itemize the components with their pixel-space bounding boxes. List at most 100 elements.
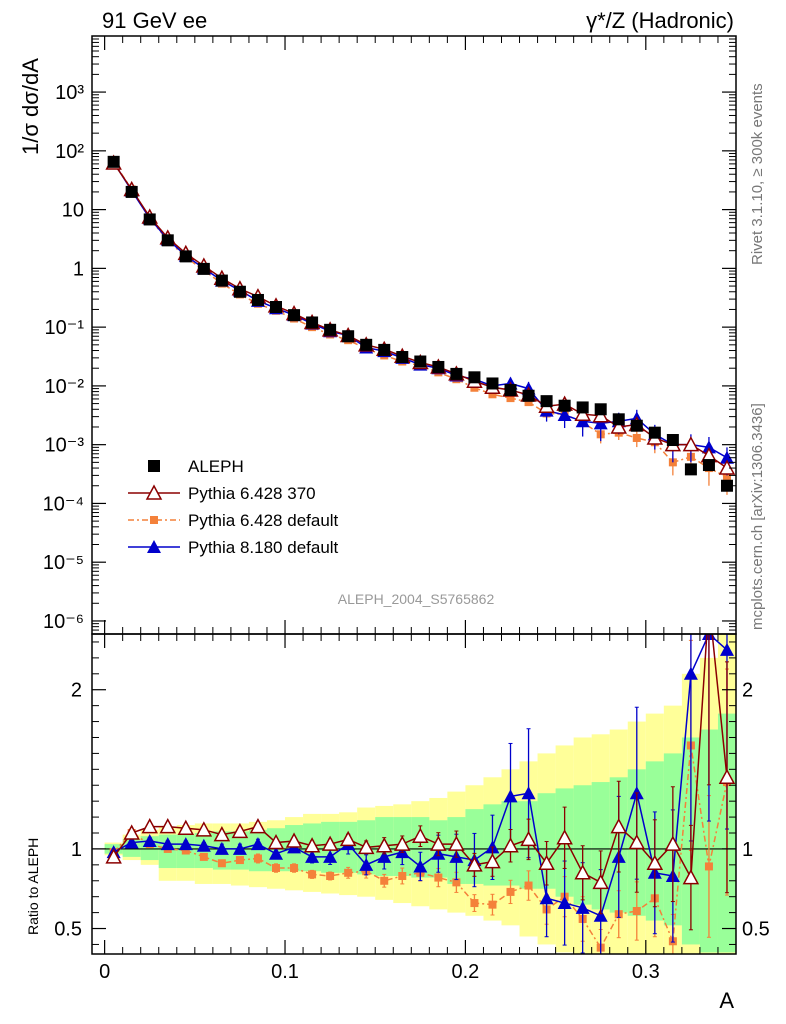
point-data xyxy=(504,384,517,397)
ratio-uncertainty-bands xyxy=(104,634,736,954)
ratio-point-p6_370 xyxy=(339,830,357,847)
x-tick-label: 0.1 xyxy=(271,961,299,983)
y-tick-label: 1 xyxy=(73,258,84,280)
point-data xyxy=(648,426,661,439)
ratio-point-p8_def xyxy=(359,857,374,871)
ratio-point-p6_370 xyxy=(502,837,519,853)
point-p6_370 xyxy=(610,418,628,434)
ratio-point-p6_370 xyxy=(592,873,609,890)
ratio-point-p6_370 xyxy=(430,835,447,851)
y-tick-label: 10⁻³ xyxy=(45,435,85,457)
point-data xyxy=(558,399,571,412)
ratio-point-p6_370 xyxy=(123,824,140,840)
point-data xyxy=(324,323,337,336)
ratio-point-p6_def xyxy=(398,871,407,880)
ratio-point-p6_370 xyxy=(466,856,483,872)
point-data xyxy=(378,343,391,356)
ratio-point-p6_def xyxy=(308,870,317,879)
y-tick-label: 10⁻¹ xyxy=(45,317,85,339)
ratio-point-p6_def xyxy=(199,852,208,861)
x-tick-label: 0.3 xyxy=(632,961,660,983)
band-green-bin xyxy=(248,829,267,872)
series-data xyxy=(107,155,733,492)
point-data xyxy=(197,262,210,275)
ratio-point-p6_def xyxy=(470,899,479,908)
ratio-point-p6_370 xyxy=(628,833,646,850)
series-line-p8_def xyxy=(113,161,728,459)
point-data xyxy=(594,403,607,416)
point-p6_def xyxy=(632,433,641,442)
ratio-point-p6_370 xyxy=(105,848,122,864)
legend-label-p6_def: Pythia 6.428 default xyxy=(188,511,339,530)
y-tick-label: 10⁻⁶ xyxy=(43,611,84,633)
point-data xyxy=(125,185,138,198)
ratio-point-p8_def xyxy=(250,837,265,851)
ratio-point-p6_370 xyxy=(484,853,501,869)
point-data xyxy=(107,155,120,168)
x-tick-label: 0.2 xyxy=(452,961,480,983)
ratio-ylabel: Ratio to ALEPH xyxy=(25,838,41,935)
ratio-point-p6_def xyxy=(272,864,280,873)
process-label: γ*/Z (Hadronic) xyxy=(586,8,734,33)
point-p8_def xyxy=(593,416,608,430)
legend-marker-data xyxy=(148,460,160,472)
ratio-y-tick-label: 1 xyxy=(71,839,82,861)
ratio-point-p6_370 xyxy=(610,818,628,834)
ratio-point-p6_def xyxy=(181,846,190,855)
point-p6_370 xyxy=(592,407,609,423)
legend-label-data: ALEPH xyxy=(188,457,244,476)
mcplots-label: mcplots.cern.ch [arXiv:1306.3436] xyxy=(749,403,766,630)
point-p8_def xyxy=(701,440,716,454)
point-data xyxy=(720,479,733,492)
ratio-y-tick-label-right: 2 xyxy=(742,680,753,702)
ratio-point-p6_def xyxy=(452,878,461,887)
point-p8_def xyxy=(719,450,734,464)
ratio-point-p6_def xyxy=(326,871,335,880)
point-data xyxy=(161,234,174,247)
point-data xyxy=(450,367,463,380)
ratio-point-p8_def xyxy=(521,786,536,800)
legend-label-p8_def: Pythia 8.180 default xyxy=(188,538,339,557)
point-data xyxy=(143,213,156,226)
legend-marker-p6_370 xyxy=(145,484,163,500)
ratio-point-p6_370 xyxy=(159,818,177,834)
ratio-point-p8_def xyxy=(503,789,518,803)
y-tick-label: 10⁻² xyxy=(45,376,85,398)
ratio-point-p6_370 xyxy=(357,838,375,855)
point-data xyxy=(414,355,427,368)
y-tick-label: 10⁻⁵ xyxy=(43,552,84,574)
point-p8_def xyxy=(557,407,572,421)
ratio-point-p6_370 xyxy=(702,595,716,608)
ratio-point-p8_def xyxy=(269,846,283,860)
ratio-point-p6_370 xyxy=(177,819,195,835)
ratio-point-p6_370 xyxy=(213,826,231,842)
ratio-point-p6_370 xyxy=(574,864,591,880)
ratio-point-p8_def xyxy=(413,859,428,873)
ratio-point-p6_def xyxy=(217,859,226,868)
point-data xyxy=(360,338,373,351)
ratio-point-p6_def xyxy=(704,862,713,871)
point-data xyxy=(233,285,246,298)
ratio-point-p6_370 xyxy=(556,829,573,845)
ratio-point-p8_def xyxy=(719,642,734,656)
ratio-point-p8_def xyxy=(214,841,229,855)
ratio-point-p6_370 xyxy=(285,832,303,848)
ratio-point-p6_370 xyxy=(195,821,213,837)
ratio-y-tick-label-right: 0.5 xyxy=(742,919,770,941)
ratio-point-p6_370 xyxy=(375,837,393,853)
ratio-point-p8_def xyxy=(196,838,211,852)
analysis-watermark: ALEPH_2004_S5765862 xyxy=(338,591,495,607)
ratio-line-p6_def xyxy=(113,745,728,950)
ratio-point-p6_def xyxy=(524,881,533,890)
x-tick-label: 0 xyxy=(99,961,110,983)
point-data xyxy=(468,371,481,384)
ratio-point-p6_370 xyxy=(664,835,682,851)
point-data xyxy=(251,293,264,306)
point-data xyxy=(432,360,445,373)
ratio-point-p6_370 xyxy=(412,827,429,843)
ratio-point-p6_def xyxy=(290,864,299,873)
point-data xyxy=(486,377,499,390)
ratio-point-p8_def xyxy=(178,837,193,851)
series-p6_def xyxy=(109,157,731,495)
